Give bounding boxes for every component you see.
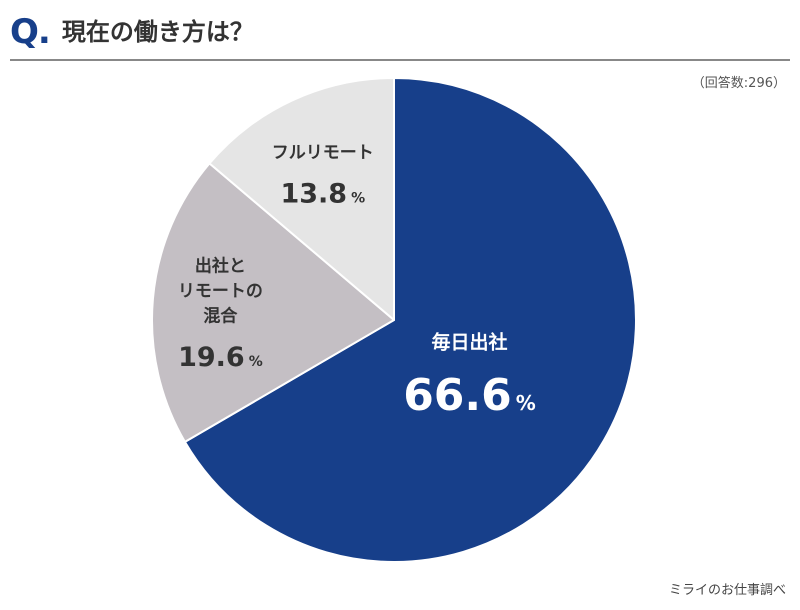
pie-slice — [183, 77, 637, 563]
slice-label: フルリモート — [272, 143, 374, 163]
pie-slice — [151, 162, 395, 443]
source-credit: ミライのお仕事調べ — [668, 583, 786, 598]
slice-label: 混合 — [203, 305, 238, 326]
slice-label: 毎日出社 — [431, 331, 507, 354]
slice-label: リモートの — [178, 281, 263, 301]
title-divider — [10, 59, 790, 61]
slice-value-label: 19.6% — [178, 342, 263, 373]
question-header: Q. 現在の働き方は？ — [10, 10, 254, 54]
page-title: 現在の働き方は？ — [61, 18, 254, 46]
respondent-count: （回答数:296） — [691, 76, 786, 91]
question-mark-logo: Q. — [10, 12, 51, 52]
slice-value-label: 13.8% — [280, 178, 365, 209]
slice-value-label: 66.6% — [403, 370, 536, 421]
slice-label: 出社と — [195, 255, 246, 276]
pie-slice — [208, 77, 395, 321]
